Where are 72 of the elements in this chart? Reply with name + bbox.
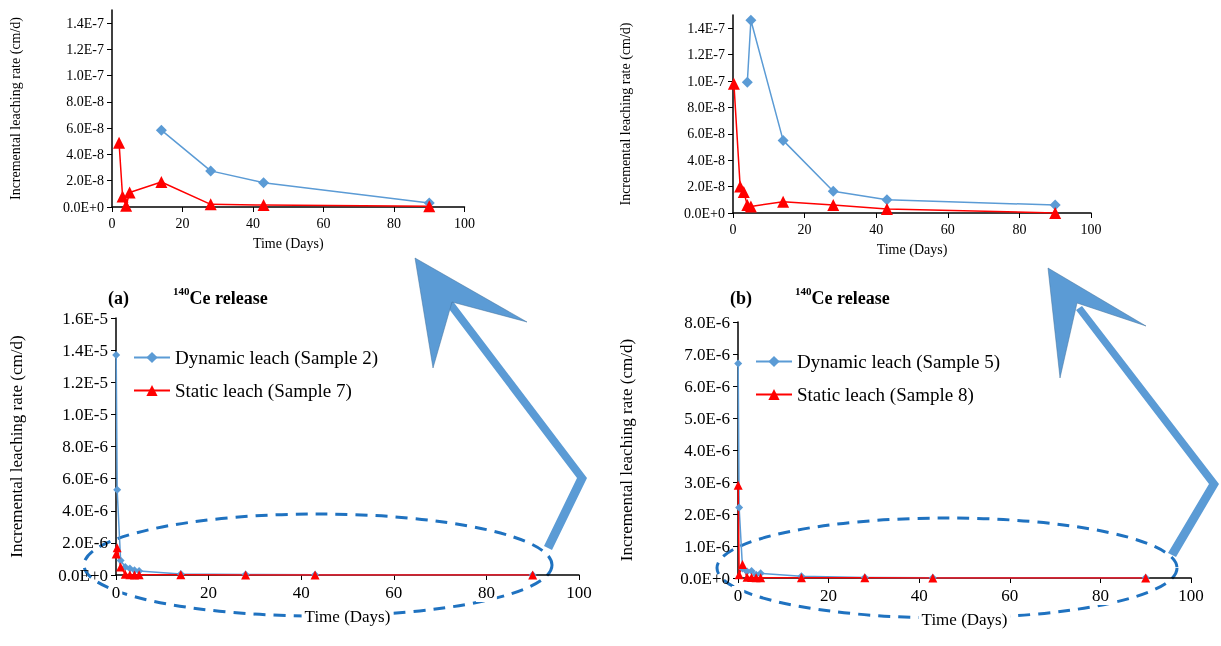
y-tick-label: 2.0E-8	[66, 173, 104, 189]
y-tick-label: 4.0E-8	[66, 146, 104, 162]
y-tick-label: 1.2E-7	[687, 47, 725, 63]
y-tick-label: 8.0E-6	[62, 437, 108, 456]
x-tick-label: 0	[108, 215, 116, 231]
x-tick-label: 20	[175, 215, 190, 231]
x-tick-label: 20	[820, 586, 838, 605]
x-tick-label: 60	[316, 215, 331, 231]
x-tick-label: 0	[733, 586, 743, 605]
y-tick-label: 8.0E-8	[687, 99, 725, 115]
y-tick-label: 1.0E-6	[684, 536, 730, 556]
legend-label: Dynamic leach (Sample 5)	[797, 351, 1001, 373]
y-tick-label: 6.0E-8	[66, 120, 104, 136]
y-tick-label: 2.0E-6	[684, 504, 730, 524]
x-tick-label: 20	[200, 583, 218, 602]
y-tick-label: 1.0E-7	[687, 73, 725, 89]
y-tick-label: 0.0E+0	[58, 565, 108, 585]
x-tick-label: 80	[387, 215, 401, 231]
y-tick-label: 3.0E-6	[684, 472, 730, 492]
y-axis-title: Incremental leaching rate (cm/d)	[617, 338, 636, 562]
y-axis-title: Incremental leaching rate (cm/d)	[7, 335, 26, 558]
y-tick-label: 4.0E-6	[62, 501, 108, 521]
x-tick-label: 80	[1091, 586, 1109, 605]
y-axis-title: Incremental leaching rate (cm/d)	[7, 16, 24, 201]
y-tick-label: 6.0E-6	[62, 469, 108, 489]
y-tick-label: 4.0E-8	[687, 152, 725, 168]
x-tick-label: 100	[566, 583, 592, 602]
x-tick-label: 40	[910, 586, 928, 605]
x-tick-label: 80	[477, 583, 495, 602]
x-tick-label: 60	[385, 583, 403, 602]
y-tick-label: 2.0E-8	[687, 179, 725, 195]
x-tick-label: 40	[869, 221, 884, 237]
y-tick-label: 1.6E-5	[62, 308, 108, 328]
legend-label: Static leach (Sample 8)	[797, 384, 974, 406]
x-axis-title: Time (Days)	[304, 606, 391, 626]
x-tick-label: 40	[292, 583, 310, 602]
y-tick-label: 0.0E+0	[63, 199, 104, 215]
x-tick-label: 100	[454, 215, 475, 231]
chart-title: (b)	[730, 288, 752, 309]
y-tick-label: 1.4E-7	[687, 20, 725, 36]
x-tick-label: 100	[1178, 586, 1204, 605]
y-tick-label: 1.2E-5	[62, 372, 108, 392]
y-tick-label: 0.0E+0	[680, 568, 730, 588]
y-axis-title: Incremental leaching rate (cm/d)	[617, 22, 634, 206]
chart-title: (a)	[108, 288, 129, 309]
y-tick-label: 0.0E+0	[684, 205, 725, 221]
x-tick-label: 40	[246, 215, 260, 231]
y-tick-label: 5.0E-6	[684, 408, 730, 428]
x-axis-title: Time (Days)	[921, 609, 1008, 629]
x-tick-label: 20	[797, 221, 812, 237]
x-tick-label: 60	[940, 221, 955, 237]
y-tick-label: 6.0E-6	[684, 376, 730, 396]
y-tick-label: 8.0E-8	[66, 94, 104, 110]
x-axis-title: Time (Days)	[876, 242, 948, 259]
x-tick-label: 0	[111, 583, 121, 602]
y-tick-label: 1.2E-7	[66, 41, 104, 57]
x-tick-label: 100	[1080, 221, 1102, 237]
x-tick-label: 60	[1001, 586, 1019, 605]
y-tick-label: 1.0E-7	[66, 68, 104, 84]
y-tick-label: 4.0E-6	[684, 440, 730, 460]
y-tick-label: 8.0E-6	[684, 312, 730, 332]
legend-label: Dynamic leach (Sample 2)	[175, 347, 379, 369]
y-tick-label: 2.0E-6	[62, 533, 108, 553]
legend-label: Static leach (Sample 7)	[175, 380, 352, 402]
x-tick-label: 80	[1012, 221, 1027, 237]
y-tick-label: 7.0E-6	[684, 344, 730, 364]
y-tick-label: 1.4E-7	[66, 15, 104, 31]
y-tick-label: 1.0E-5	[62, 404, 108, 424]
y-tick-label: 1.4E-5	[62, 340, 108, 360]
x-tick-label: 0	[729, 221, 737, 237]
x-axis-title: Time (Days)	[252, 236, 324, 253]
y-tick-label: 6.0E-8	[687, 126, 725, 142]
